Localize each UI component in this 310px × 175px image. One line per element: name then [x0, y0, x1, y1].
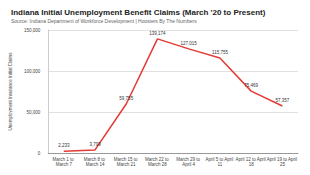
svg-text:March 15 to: March 15 to: [113, 157, 139, 162]
svg-text:March 29 to: March 29 to: [176, 157, 202, 162]
svg-text:April 12 to April: April 12 to April: [235, 157, 267, 162]
svg-text:50,000: 50,000: [26, 110, 40, 115]
svg-text:April 4: April 4: [182, 162, 195, 167]
svg-text:March 14: March 14: [86, 162, 105, 167]
svg-text:3,799: 3,799: [89, 142, 101, 147]
svg-text:March 22 to: March 22 to: [145, 157, 170, 162]
svg-text:139,174: 139,174: [149, 31, 166, 36]
svg-text:59,755: 59,755: [119, 96, 133, 101]
svg-text:Indiana Initial Unemployment B: Indiana Initial Unemployment Benefit Cla…: [11, 8, 266, 17]
svg-text:150,000: 150,000: [24, 28, 41, 33]
svg-text:March 8 to: March 8 to: [83, 157, 107, 162]
svg-text:0: 0: [38, 151, 41, 156]
svg-text:Unemployment Insurance Initial: Unemployment Insurance Initial Claims: [8, 52, 13, 131]
svg-text:18: 18: [249, 162, 255, 167]
svg-text:March 7: March 7: [56, 162, 73, 167]
svg-text:127,015: 127,015: [181, 41, 198, 46]
svg-text:100,000: 100,000: [24, 69, 41, 74]
svg-text:March 21: March 21: [117, 162, 136, 167]
svg-text:57,357: 57,357: [276, 98, 290, 103]
svg-text:25: 25: [280, 162, 286, 167]
svg-text:April 19 to April: April 19 to April: [266, 157, 299, 162]
svg-text:115,755: 115,755: [212, 50, 228, 55]
svg-text:75,469: 75,469: [244, 83, 258, 88]
svg-text:Source: Indiana Department of: Source: Indiana Department of Workforce …: [11, 18, 197, 24]
svg-text:March 1 to: March 1 to: [52, 157, 75, 162]
svg-text:11: 11: [218, 162, 223, 167]
svg-text:2,233: 2,233: [58, 143, 70, 148]
svg-text:April 5 to April: April 5 to April: [205, 157, 235, 162]
svg-text:March 28: March 28: [148, 162, 167, 167]
